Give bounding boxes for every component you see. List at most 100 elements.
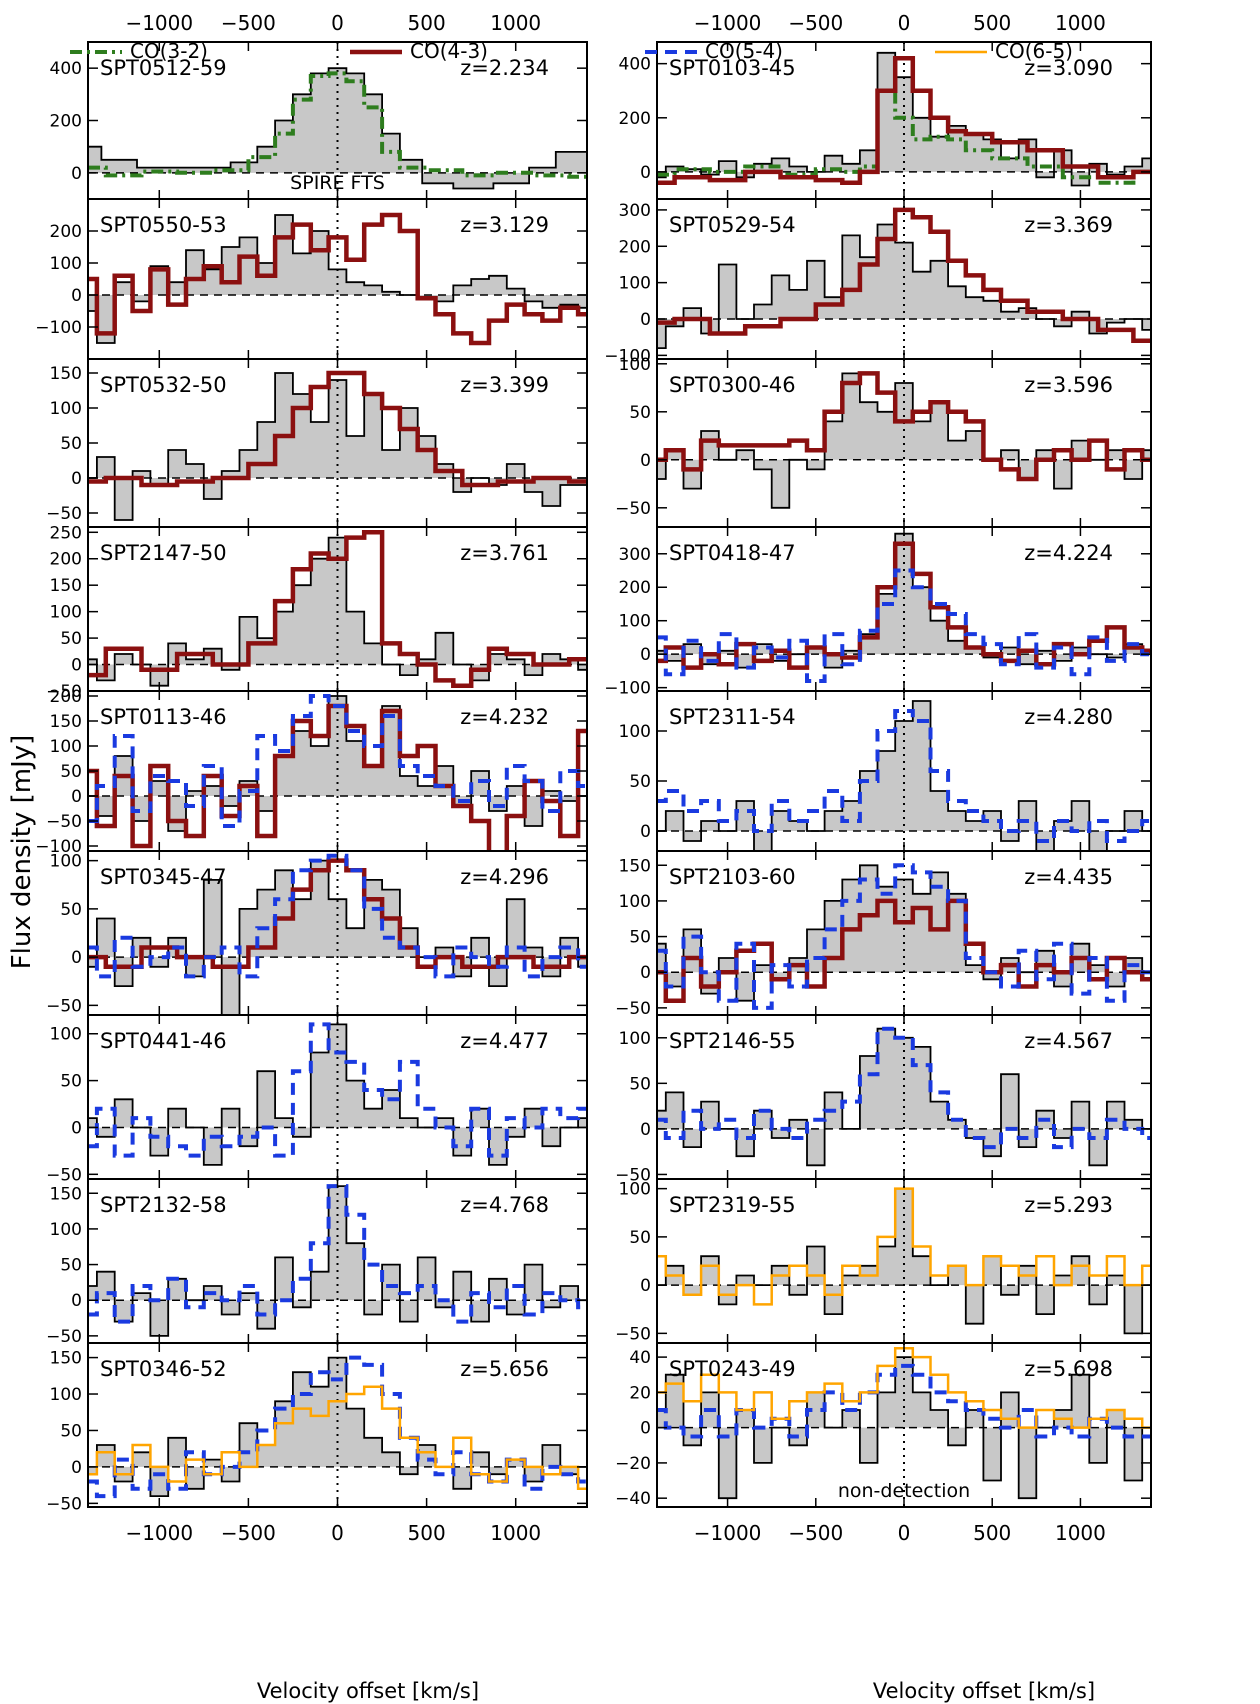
y-tick-label: 50	[60, 900, 82, 920]
panel-spt0300-46: −50 0 50 100 SPT0300-46 z=3.596	[615, 355, 1152, 528]
series-co3-2	[657, 88, 1151, 185]
series-co4-3	[657, 55, 1151, 186]
y-tick-label: 50	[629, 1074, 651, 1094]
y-tick-label: 100	[619, 1180, 651, 1200]
reference-spectrum-line	[88, 536, 587, 687]
y-tick-label: −100	[35, 837, 82, 857]
x-tick-label-bottom: −500	[221, 1521, 276, 1545]
redshift-label: z=3.090	[1024, 56, 1113, 80]
panel-plot-area	[88, 199, 587, 359]
series-co5-4	[657, 1026, 1151, 1150]
y-tick-label: 150	[50, 1184, 82, 1204]
y-tick-label: −50	[46, 812, 82, 832]
x-tick-label-top: 1000	[1055, 11, 1106, 35]
y-tick-label: 0	[71, 656, 82, 676]
panel-spt0243-49: −40 −20 0 20 40 SPT0243-49 z=5.698 non-detectio…	[615, 1342, 1152, 1509]
y-tick-label: 300	[619, 201, 651, 221]
panel-spt2319-55: −50 0 50 100 SPT2319-55 z=5.293	[615, 1178, 1152, 1344]
reference-spectrum-fill	[88, 68, 587, 189]
y-tick-label: −50	[46, 682, 82, 702]
y-tick-label: 100	[50, 399, 82, 419]
y-tick-label: −50	[615, 1324, 651, 1344]
redshift-label: z=4.768	[460, 1193, 549, 1217]
series-co4-3	[657, 207, 1151, 344]
reference-spectrum-fill	[657, 865, 1151, 1001]
y-tick-label: 40	[629, 1348, 651, 1368]
y-axis-label: Flux density [mJy]	[7, 735, 37, 970]
y-tick-label: 0	[71, 164, 82, 184]
panel-plot-area	[657, 359, 1151, 527]
spectrum-name: SPT0103-45	[669, 56, 796, 80]
x-tick-label-bottom: −1000	[694, 1521, 762, 1545]
reference-spectrum-fill	[88, 1186, 587, 1336]
y-tick-label: 50	[629, 772, 651, 792]
panel-plot-area	[88, 359, 587, 527]
y-tick-label: 0	[640, 963, 651, 983]
panel-spt2132-58: −50 0 50 100 150 SPT2132-58 z=4.768	[46, 1178, 588, 1347]
y-tick-label: 150	[50, 576, 82, 596]
panel-annotation: SPIRE FTS	[290, 172, 385, 194]
panel-spt2311-54: 0 50 100 SPT2311-54 z=4.280	[619, 690, 1152, 852]
panel-spt2147-50: −50 0 50 100 150 200 250 SPT2147-50 z=3.761	[46, 523, 588, 702]
spectrum-name: SPT0441-46	[100, 1029, 227, 1053]
redshift-label: z=4.296	[460, 865, 549, 889]
y-tick-label: 100	[50, 1220, 82, 1240]
x-tick-label-bottom: 0	[898, 1521, 911, 1545]
panel-spt0418-47: −100 0 100 200 300 SPT0418-47 z=4.224	[604, 526, 1152, 699]
x-tick-label-bottom: 0	[331, 1521, 344, 1545]
reference-spectrum-line	[88, 67, 587, 190]
y-tick-label: 100	[50, 852, 82, 872]
y-tick-label: 50	[60, 1421, 82, 1441]
y-tick-label: 100	[619, 892, 651, 912]
redshift-label: z=3.596	[1024, 373, 1113, 397]
series-co4-3	[657, 371, 1151, 482]
reference-spectrum-fill	[88, 215, 587, 343]
y-tick-label: 0	[640, 645, 651, 665]
y-tick-label: 300	[619, 545, 651, 565]
panel-plot-area	[88, 42, 587, 199]
series-co5-4	[88, 853, 587, 979]
panel-plot-area	[657, 1179, 1151, 1343]
y-tick-label: 0	[71, 469, 82, 489]
spectrum-name: SPT2132-58	[100, 1193, 227, 1217]
y-tick-label: 0	[640, 451, 651, 471]
y-tick-label: 150	[50, 712, 82, 732]
panel-spt0345-47: −50 0 50 100 SPT0345-47 z=4.296	[46, 850, 588, 1016]
reference-spectrum-fill	[657, 373, 1151, 508]
series-co5-4	[88, 1022, 587, 1158]
y-tick-label: −50	[615, 999, 651, 1019]
redshift-label: z=3.129	[460, 213, 549, 237]
y-tick-label: 0	[640, 1276, 651, 1296]
reference-spectrum-fill	[88, 1357, 587, 1497]
spectrum-name: SPT2146-55	[669, 1029, 796, 1053]
panel-spt0550-53: −100 0 100 200 SPT0550-53 z=3.129	[35, 198, 588, 360]
y-tick-label: 200	[50, 112, 82, 132]
y-tick-label: 0	[71, 286, 82, 306]
y-tick-label: 100	[619, 722, 651, 742]
series-co5-4	[88, 694, 587, 828]
y-tick-label: 0	[71, 787, 82, 807]
x-tick-label-bottom: 1000	[490, 1521, 541, 1545]
y-tick-label: −50	[46, 996, 82, 1016]
redshift-label: z=4.224	[1024, 541, 1113, 565]
y-tick-label: 50	[629, 403, 651, 423]
redshift-label: z=2.234	[460, 56, 549, 80]
spectrum-name: SPT0346-52	[100, 1357, 227, 1381]
reference-spectrum-fill	[657, 1357, 1151, 1499]
y-tick-label: 100	[50, 737, 82, 757]
y-tick-label: 50	[60, 434, 82, 454]
panel-spt2146-55: −50 0 50 100 SPT2146-55 z=4.567	[615, 1014, 1152, 1185]
y-tick-label: 0	[640, 163, 651, 183]
y-tick-label: 50	[629, 928, 651, 948]
panel-plot-area	[88, 527, 587, 691]
x-tick-label-top: −500	[788, 11, 843, 35]
y-tick-label: −50	[615, 1165, 651, 1185]
y-tick-label: 200	[619, 237, 651, 257]
series-co3-2	[88, 71, 587, 179]
panel-spt0113-46: −100 −50 0 50 100 150 200 SPT0113-46 z=4.232	[35, 687, 588, 857]
y-tick-label: 50	[60, 1072, 82, 1092]
redshift-label: z=4.435	[1024, 865, 1113, 889]
legend-label: CO(3-2)	[130, 39, 208, 63]
x-tick-label-bottom: 500	[973, 1521, 1011, 1545]
series-co5-4	[657, 709, 1151, 843]
